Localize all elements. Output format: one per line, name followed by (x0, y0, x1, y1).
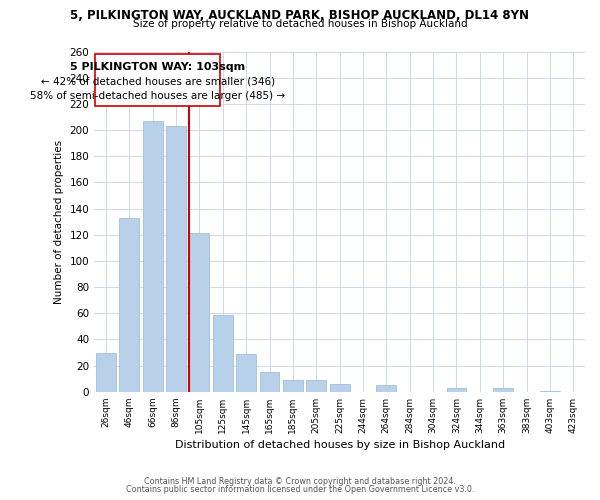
Bar (540, 390, 560, 392)
Bar (119, 218, 139, 392)
Bar (283, 380, 303, 392)
Bar (166, 126, 186, 392)
Text: 5 PILKINGTON WAY: 103sqm: 5 PILKINGTON WAY: 103sqm (70, 62, 245, 72)
Bar (493, 388, 513, 392)
Bar (307, 380, 326, 392)
Y-axis label: Number of detached properties: Number of detached properties (54, 140, 64, 304)
Text: Contains public sector information licensed under the Open Government Licence v3: Contains public sector information licen… (126, 484, 474, 494)
Bar (329, 384, 350, 392)
Text: Size of property relative to detached houses in Bishop Auckland: Size of property relative to detached ho… (133, 19, 467, 29)
Text: Contains HM Land Registry data © Crown copyright and database right 2024.: Contains HM Land Registry data © Crown c… (144, 477, 456, 486)
Text: 5, PILKINGTON WAY, AUCKLAND PARK, BISHOP AUCKLAND, DL14 8YN: 5, PILKINGTON WAY, AUCKLAND PARK, BISHOP… (71, 9, 530, 22)
FancyBboxPatch shape (95, 54, 220, 106)
Bar (376, 386, 396, 392)
Bar (260, 372, 280, 392)
Text: ← 42% of detached houses are smaller (346): ← 42% of detached houses are smaller (34… (41, 76, 275, 86)
Bar (96, 352, 116, 392)
Bar (190, 234, 209, 392)
Bar (143, 121, 163, 392)
Bar (446, 388, 466, 392)
Bar (213, 314, 233, 392)
X-axis label: Distribution of detached houses by size in Bishop Auckland: Distribution of detached houses by size … (175, 440, 505, 450)
Text: 58% of semi-detached houses are larger (485) →: 58% of semi-detached houses are larger (… (31, 91, 286, 101)
Bar (236, 354, 256, 392)
